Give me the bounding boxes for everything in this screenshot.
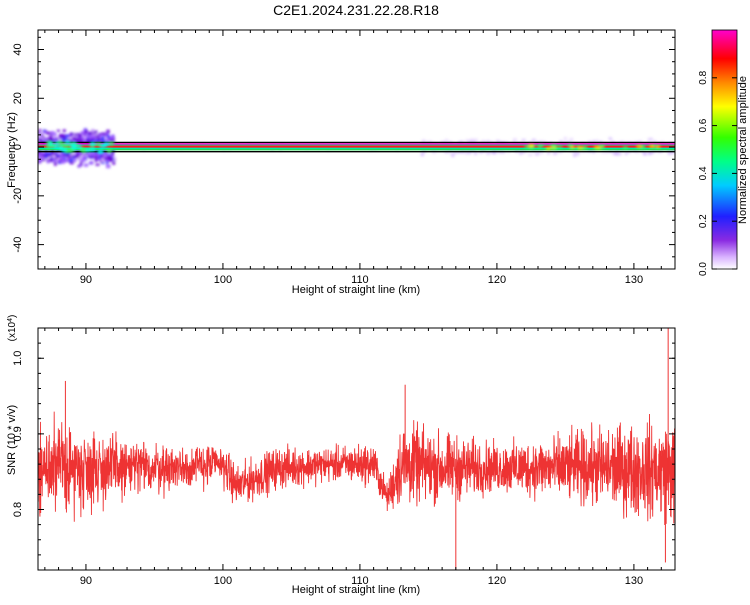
spectrogram-x-axis-label: Height of straight line (km) xyxy=(292,284,420,296)
spectrogram-y-axis-label: Frequency (Hz) xyxy=(6,112,18,188)
colorbar-tick-label: 0.6 xyxy=(698,118,709,132)
spectrogram-y-tick-label: 20 xyxy=(12,92,24,104)
spectrogram-y-tick-label: -40 xyxy=(12,237,24,253)
spectrogram-x-tick-label: 130 xyxy=(625,274,643,286)
spectrogram-bright-spots xyxy=(45,140,661,154)
spectrogram-y-tick-label: 40 xyxy=(12,43,24,55)
spectrogram-y-tick-label: -20 xyxy=(12,188,24,204)
snr-x-tick-label: 90 xyxy=(80,575,92,587)
snr-x-tick-label: 100 xyxy=(214,575,232,587)
colorbar-gradient xyxy=(711,29,738,270)
colorbar-tick-label: 0.4 xyxy=(698,166,709,180)
snr-series-line xyxy=(38,411,675,525)
spectrogram-x-tick-label: 110 xyxy=(351,274,369,286)
snr-y-axis-label: SNR (10 * v/v) xyxy=(6,405,18,475)
snr-x-tick-label: 110 xyxy=(351,575,369,587)
snr-y-tick-label: 0.8 xyxy=(12,502,24,517)
snr-y-tick-label: 0.9 xyxy=(12,426,24,441)
snr-y-multiplier: (x104) xyxy=(7,315,19,342)
snr-y-tick-label: 1.0 xyxy=(12,351,24,366)
spectrogram-x-tick-label: 120 xyxy=(488,274,506,286)
spectrogram-x-tick-label: 100 xyxy=(214,274,232,286)
colorbar-tick-label: 0.8 xyxy=(698,70,709,84)
snr-x-tick-label: 130 xyxy=(625,575,643,587)
colorbar-label: Normalized spectral amplitude xyxy=(737,76,749,224)
spectrogram-x-tick-label: 90 xyxy=(80,274,92,286)
spectrogram-y-tick-label: 0 xyxy=(12,144,24,150)
colorbar-tick-label: 0.2 xyxy=(698,214,709,228)
snr-panel: 90 100 110 120 130 0.8 0.9 1.0 Height of strai… xyxy=(6,315,676,596)
colorbar-tick-label: 0.0 xyxy=(698,262,709,276)
figure-title: C2E1.2024.231.22.28.R18 xyxy=(273,2,439,18)
colorbar: 0.0 0.2 0.4 0.6 0.8 Normalized spectral ampl… xyxy=(698,29,749,276)
spectrogram-frame xyxy=(37,29,676,270)
spectrogram-panel: 90 100 110 120 130 -40 -20 0 20 40 Height of str… xyxy=(6,29,676,296)
snr-x-tick-label: 120 xyxy=(488,575,506,587)
snr-x-axis-label: Height of straight line (km) xyxy=(292,584,420,596)
